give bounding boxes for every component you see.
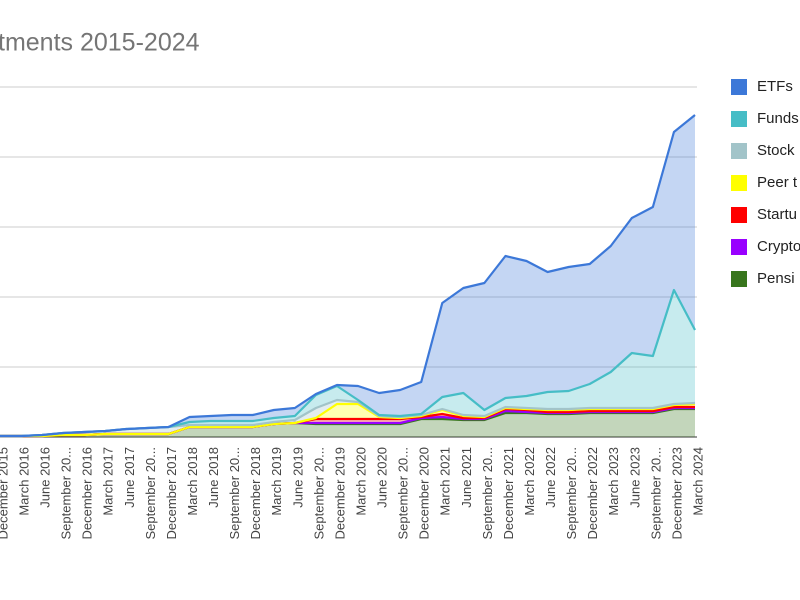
legend-label: Startu (757, 206, 797, 223)
x-tick-label: September 20... (143, 447, 158, 540)
x-tick-label: December 2015 (0, 447, 10, 540)
legend-swatch (731, 79, 747, 95)
x-tick-label: December 2019 (332, 447, 347, 540)
legend-swatch (731, 175, 747, 191)
x-tick-label: March 2023 (606, 447, 621, 516)
area (0, 404, 695, 436)
x-tick-label: March 2021 (438, 447, 453, 516)
legend-label: Stock (757, 142, 795, 159)
x-tick-label: September 20... (396, 447, 411, 540)
x-tick-label: June 2018 (206, 447, 221, 508)
legend-label: Pensi (757, 270, 795, 287)
x-tick-label: December 2020 (417, 447, 432, 539)
legend-label: Funds (757, 110, 799, 127)
x-tick-label: December 2017 (164, 447, 179, 540)
x-tick-label: June 2019 (290, 447, 305, 508)
x-tick-label: December 2021 (501, 447, 516, 539)
x-tick-label: March 2018 (185, 447, 200, 516)
x-tick-label: March 2024 (690, 447, 705, 516)
x-tick-label: March 2016 (16, 447, 31, 516)
x-tick-label: September 20... (311, 447, 326, 540)
x-tick-label: June 2021 (459, 447, 474, 508)
legend-swatch (731, 143, 747, 159)
area (0, 407, 695, 436)
legend-label: Crypto (757, 238, 800, 255)
x-tick-label: December 2022 (585, 447, 600, 540)
legend-swatch (731, 111, 747, 127)
x-tick-label: September 20... (480, 447, 495, 540)
legend-label: Peer t (757, 174, 798, 191)
area (0, 409, 695, 437)
x-tick-label: December 2018 (248, 447, 263, 540)
x-tick-label: March 2017 (101, 447, 116, 516)
legend-swatch (731, 207, 747, 223)
x-tick-label: March 2020 (353, 447, 368, 516)
legend-swatch (731, 239, 747, 255)
x-tick-label: June 2023 (627, 447, 642, 508)
x-tick-label: March 2022 (522, 447, 537, 516)
legend-swatch (731, 271, 747, 287)
x-tick-label: June 2016 (38, 447, 53, 508)
legend-label: ETFs (757, 78, 793, 95)
x-tick-label: December 2016 (80, 447, 95, 540)
x-tick-label: September 20... (59, 447, 74, 540)
x-tick-label: June 2020 (375, 447, 390, 508)
x-tick-label: December 2023 (669, 447, 684, 540)
x-tick-label: June 2022 (543, 447, 558, 508)
x-tick-label: March 2019 (269, 447, 284, 516)
area (0, 115, 695, 436)
area (0, 290, 695, 436)
area-line (0, 114, 696, 438)
chart-title: tments 2015-2024 (0, 29, 200, 57)
x-tick-label: June 2017 (122, 447, 137, 508)
x-tick-label: September 20... (227, 447, 242, 540)
x-tick-label: September 20... (648, 447, 663, 540)
x-tick-label: September 20... (564, 447, 579, 540)
